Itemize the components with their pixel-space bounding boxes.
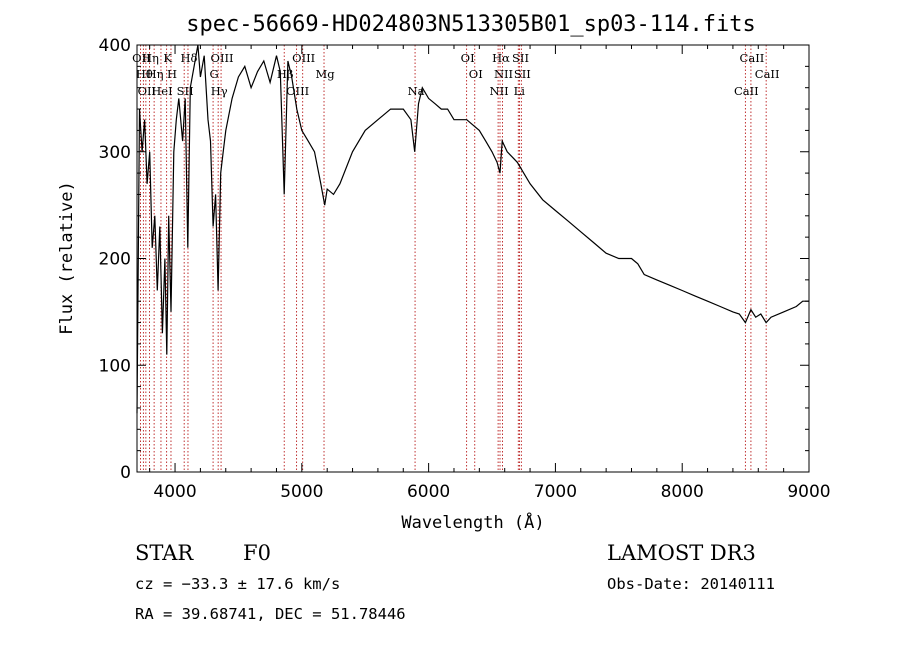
- line-label-hδ: Hδ: [180, 51, 197, 65]
- object-subclass: F0: [243, 541, 271, 565]
- line-label-hθ: Hθ: [136, 67, 153, 81]
- line-label-oi: OI: [469, 67, 483, 81]
- spectral-line-markers: [140, 45, 767, 472]
- line-label-caii: CaII: [734, 84, 759, 98]
- redshift-readout: cz = −33.3 ± 17.6 km/s: [135, 575, 340, 593]
- line-label-caii: CaII: [755, 67, 780, 81]
- x-tick-label: 4000: [153, 482, 196, 502]
- line-label-oiii: OIII: [211, 51, 234, 65]
- line-label-sii: SII: [514, 67, 531, 81]
- line-label-k: K: [163, 51, 172, 65]
- x-tick-label: 7000: [534, 482, 577, 502]
- line-label-hη: Hη: [147, 67, 164, 81]
- y-tick-label: 100: [99, 356, 131, 376]
- spectrum-series-line: [136, 44, 809, 414]
- chart-title: spec-56669-HD024803N513305B01_sp03-114.f…: [186, 12, 756, 37]
- line-label-mg: Mg: [315, 67, 335, 81]
- line-label-oii: OII: [138, 84, 157, 98]
- line-label-nii: NII: [494, 67, 513, 81]
- line-label-hα: Hα: [492, 51, 510, 65]
- coordinates-readout: RA = 39.68741, DEC = 51.78446: [135, 605, 406, 623]
- y-tick-label: 0: [120, 463, 131, 483]
- line-label-hγ: Hγ: [211, 84, 228, 98]
- observation-date: Obs-Date: 20140111: [607, 575, 775, 593]
- y-tick-label: 400: [99, 36, 131, 56]
- x-axis-label: Wavelength (Å): [401, 511, 544, 533]
- plot-frame: [136, 44, 810, 473]
- line-label-oiii: OIII: [292, 51, 315, 65]
- line-label-li: Li: [514, 84, 526, 98]
- y-tick-label: 200: [99, 250, 131, 270]
- line-label-oi: OI: [461, 51, 475, 65]
- object-class: STAR: [135, 541, 194, 565]
- line-label-oiii: OIII: [286, 84, 309, 98]
- line-label-caii: CaII: [740, 51, 765, 65]
- axis-ticks: 4000 5000 6000 7000 8000 9000 0 100 200 300 400: [99, 36, 831, 502]
- line-label-h: H: [167, 67, 177, 81]
- x-tick-label: 8000: [661, 482, 704, 502]
- line-label-sii: SII: [177, 84, 194, 98]
- x-tick-label: 9000: [787, 482, 830, 502]
- spectral-line-labels: OIIHθOIIHηHηHeIKHSIIHδGHγOIIIHβOIIIOIIIM…: [132, 51, 779, 98]
- line-label-sii: SII: [512, 51, 529, 65]
- line-label-hη: Hη: [142, 51, 159, 65]
- line-label-g: G: [209, 67, 218, 81]
- y-tick-label: 300: [99, 143, 131, 163]
- survey-name: LAMOST DR3: [607, 541, 756, 565]
- x-tick-label: 5000: [280, 482, 323, 502]
- x-tick-label: 6000: [407, 482, 450, 502]
- y-axis-label: Flux (relative): [57, 181, 77, 335]
- line-label-hei: HeI: [151, 84, 172, 98]
- line-label-nii: NII: [490, 84, 509, 98]
